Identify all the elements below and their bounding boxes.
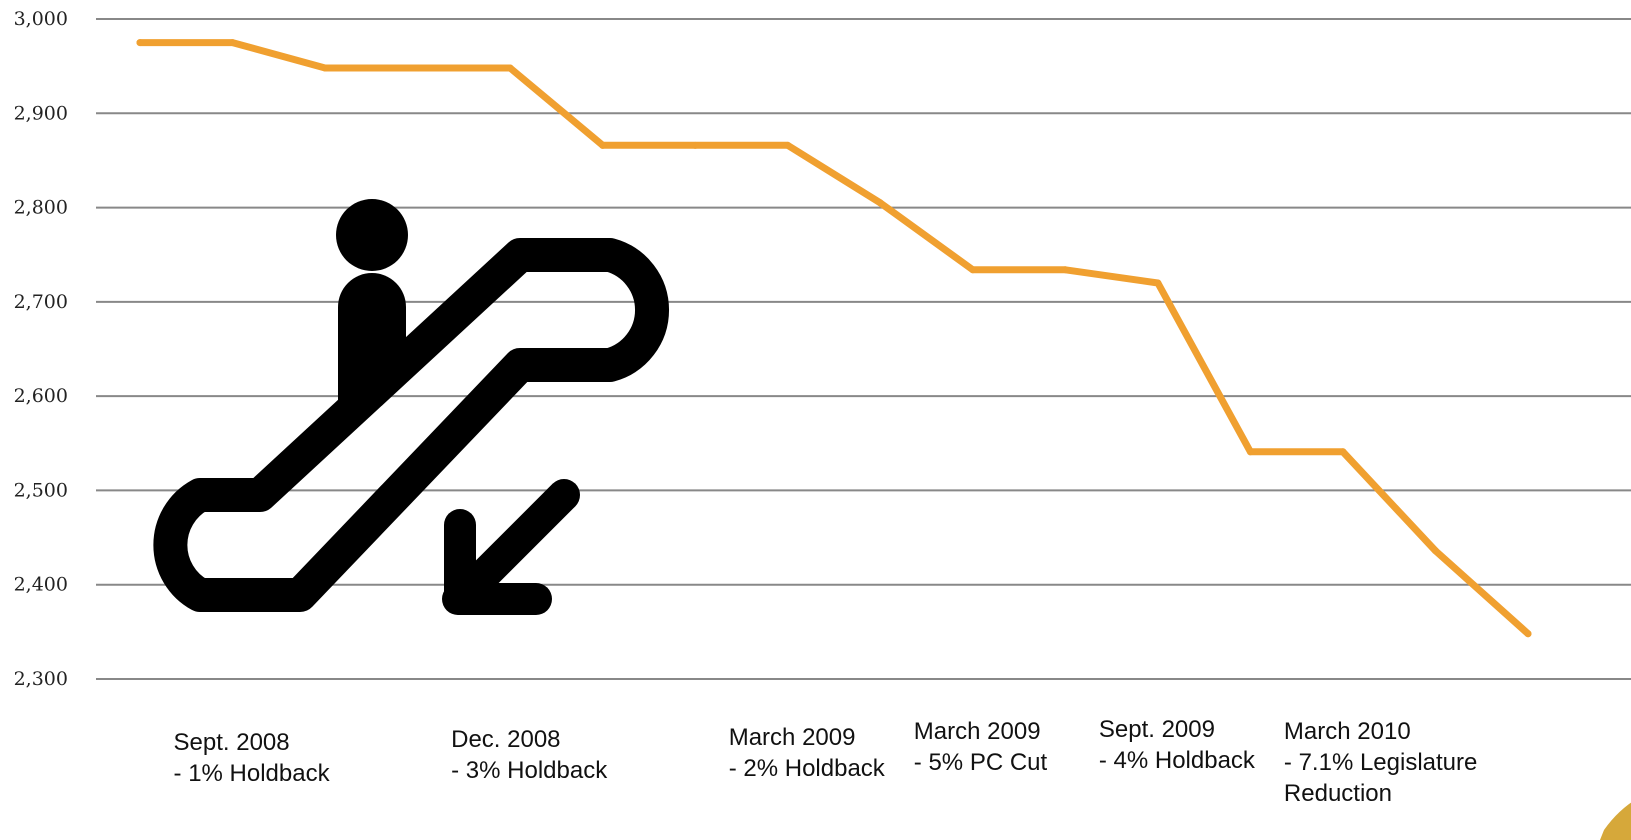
event-annotation-line: Dec. 2008 (451, 726, 561, 753)
y-tick-label: 2,500 (14, 479, 68, 501)
data-point (876, 199, 884, 207)
data-point (1154, 279, 1162, 287)
series-line (136, 39, 1532, 638)
data-point (784, 141, 792, 149)
data-point (229, 39, 237, 47)
y-tick-label: 2,700 (14, 291, 68, 313)
event-annotation: March 2010 - 7.1% Legislature Reduction (1284, 716, 1477, 809)
event-annotation: Sept. 2008 - 1% Holdback (174, 727, 330, 789)
event-annotation-line: - 1% Holdback (173, 760, 330, 787)
data-point (1061, 266, 1069, 274)
data-point (1339, 448, 1347, 456)
event-annotation-line: - 5% PC Cut (913, 749, 1048, 776)
event-annotation: March 2009 - 5% PC Cut (914, 716, 1047, 778)
event-annotation-line: Reduction (1283, 780, 1392, 807)
data-point (414, 64, 422, 72)
escalator-down-icon (153, 199, 670, 615)
data-point (1246, 448, 1254, 456)
event-annotation: Dec. 2008 - 3% Holdback (451, 724, 607, 786)
event-annotation-line: - 3% Holdback (451, 757, 608, 784)
event-annotation-line: - 7.1% Legislature (1283, 749, 1478, 776)
event-annotation: Sept. 2009 - 4% Holdback (1099, 714, 1255, 776)
data-point (1524, 630, 1532, 638)
event-annotation: March 2009 - 2% Holdback (729, 722, 885, 784)
data-point (599, 141, 607, 149)
data-point (1431, 547, 1439, 555)
y-tick-label: 2,400 (14, 574, 68, 596)
y-axis-ticks: 3,000 2,900 2,800 2,700 2,600 2,500 2,400 2,300 (14, 8, 68, 690)
y-tick-label: 2,900 (14, 102, 68, 124)
data-point (969, 266, 977, 274)
y-tick-label: 3,000 (14, 8, 68, 30)
data-point (506, 64, 514, 72)
event-annotation-line: Sept. 2008 (173, 729, 290, 756)
y-tick-label: 2,600 (14, 385, 68, 407)
corner-decoration (1600, 802, 1631, 840)
y-tick-label: 2,300 (14, 668, 68, 690)
data-point (691, 141, 699, 149)
event-annotation-line: March 2009 (728, 724, 856, 751)
event-annotation-line: - 4% Holdback (1098, 747, 1255, 774)
series-group (136, 39, 1532, 638)
event-annotation-line: March 2009 (913, 718, 1041, 745)
y-tick-label: 2,800 (14, 197, 68, 219)
data-point (321, 64, 329, 72)
data-point (136, 39, 144, 47)
event-annotation-line: March 2010 (1283, 718, 1411, 745)
event-annotation-line: - 2% Holdback (728, 755, 885, 782)
event-annotation-line: Sept. 2009 (1098, 716, 1215, 743)
